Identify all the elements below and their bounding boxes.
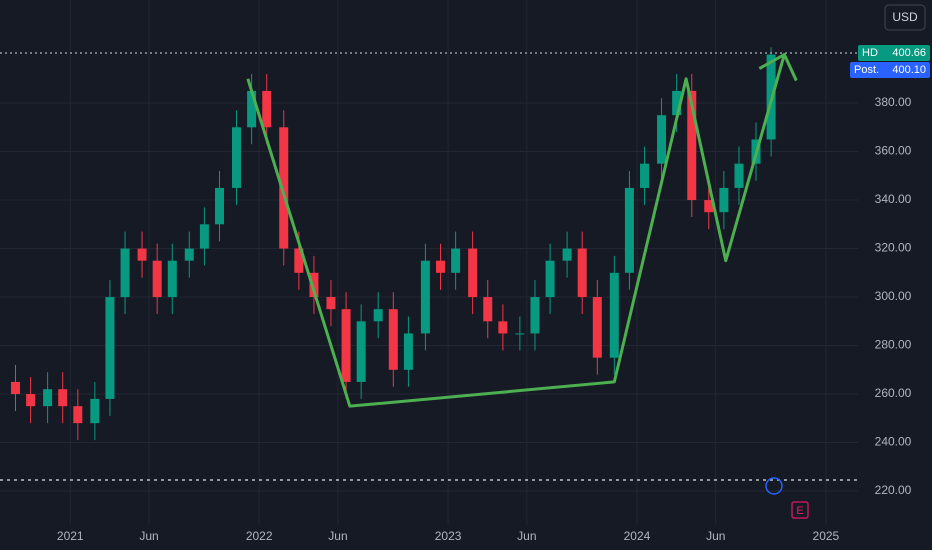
candle-body [90, 398, 100, 424]
currency-button[interactable] [884, 4, 926, 31]
candle-body [373, 309, 383, 322]
plot [0, 47, 858, 441]
candle-body [403, 333, 413, 370]
trend-drawing [246, 54, 786, 408]
candle-body [704, 200, 714, 213]
candle-body [279, 127, 289, 249]
candle-body [341, 309, 351, 382]
candle-body [326, 297, 336, 310]
candle-body [734, 163, 744, 188]
candle-body [562, 248, 572, 261]
candle-body [687, 90, 697, 201]
candle-body [232, 127, 242, 188]
y-tick-label: 340.00 [875, 192, 912, 206]
candle-body [58, 389, 68, 407]
candle-body [167, 260, 177, 298]
candle-body [184, 248, 194, 261]
x-tick-label: 2025 [813, 529, 840, 543]
x-tick-label: 2022 [246, 529, 273, 543]
candle-body [719, 187, 729, 213]
x-tick-label: Jun [139, 529, 158, 543]
y-tick-label: 280.00 [875, 338, 912, 352]
candle-body [26, 394, 36, 407]
currency-label: USD [892, 10, 918, 24]
candle-body [420, 260, 430, 334]
post-market-badge [850, 61, 930, 78]
candle-body [451, 248, 461, 273]
axes: 220.00 240.00 260.00 280.00 300.00 320.00 340.… [57, 44, 930, 543]
last-price-badge [858, 44, 930, 61]
x-tick-label: Jun [328, 529, 347, 543]
y-tick-label: 380.00 [875, 95, 912, 109]
candle-body [498, 321, 508, 334]
last-price-symbol: HD [862, 47, 878, 59]
candle-body [515, 333, 525, 335]
candle-body [294, 248, 304, 273]
x-tick-label: 2023 [435, 529, 462, 543]
candle-body [309, 272, 319, 298]
candle-body [468, 248, 478, 298]
candle-body [577, 248, 587, 298]
candle-body [609, 272, 619, 358]
post-market-label: Post. [854, 64, 879, 76]
candle-body [152, 260, 162, 298]
x-tick-label: Jun [517, 529, 536, 543]
candle-body [592, 297, 602, 358]
candle-body [388, 309, 398, 370]
arrow-head [758, 53, 798, 82]
candle-body [672, 90, 682, 116]
candle-body [640, 163, 650, 188]
candle-body [73, 406, 83, 424]
event-icon[interactable] [765, 477, 783, 495]
earnings-icon-text: E [796, 505, 803, 517]
candle-body [120, 248, 130, 298]
y-tick-label: 320.00 [875, 241, 912, 255]
y-tick-label: 240.00 [875, 435, 912, 449]
candle-body [10, 381, 20, 395]
candle-body [436, 260, 446, 273]
candle-body [137, 248, 147, 261]
candle-body [657, 115, 667, 164]
y-tick-label: 300.00 [875, 289, 912, 303]
y-tick-label: 260.00 [875, 386, 912, 400]
x-tick-label: 2024 [624, 529, 651, 543]
candle-body [262, 90, 272, 128]
x-tick-label: Jun [706, 529, 725, 543]
candle-body [105, 297, 115, 399]
candle-body [530, 297, 540, 334]
candle-body [624, 187, 634, 273]
y-tick-label: 220.00 [875, 483, 912, 497]
candle-body [356, 321, 366, 382]
candle-body [545, 260, 555, 298]
last-price-value: 400.66 [892, 47, 926, 59]
y-tick-label: 360.00 [875, 144, 912, 158]
earnings-icon[interactable] [791, 501, 809, 519]
x-tick-label: 2021 [57, 529, 84, 543]
candle-body [43, 389, 53, 407]
post-market-value: 400.10 [892, 64, 926, 76]
candle-body [483, 297, 493, 322]
candle-body [247, 90, 257, 128]
candle-body [199, 224, 209, 249]
candle-body [215, 187, 225, 225]
